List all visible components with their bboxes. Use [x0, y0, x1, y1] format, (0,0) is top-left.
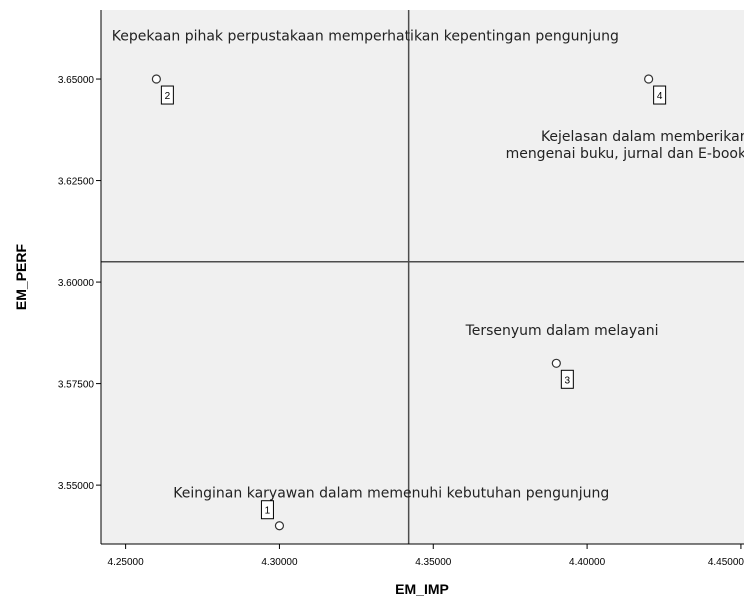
- point-id-box: [160, 85, 174, 105]
- annotation-label: Keinginan karyawan dalam memenuhi kebutu…: [173, 485, 609, 501]
- y-tick-label: 3.57500: [58, 380, 95, 391]
- annotation-label: mengenai buku, jurnal dan E-book yang ad…: [506, 146, 744, 162]
- x-tick-label: 4.35000: [415, 557, 452, 568]
- y-tick-label: 3.60000: [58, 278, 95, 289]
- point-id-box: [260, 500, 274, 520]
- x-tick-label: 4.40000: [569, 557, 606, 568]
- point-id-label: 4: [657, 91, 663, 102]
- annotation-label: Kepekaan pihak perpustakaan memperhatika…: [112, 28, 619, 44]
- annotation-label: Tersenyum dalam melayani: [465, 323, 659, 339]
- y-tick-label: 3.55000: [58, 481, 95, 492]
- point-id-box: [560, 369, 574, 389]
- y-tick-label: 3.65000: [58, 75, 95, 86]
- y-axis-title: EM_PERF: [13, 243, 29, 310]
- point-id-label: 2: [165, 91, 171, 102]
- data-point: [551, 358, 561, 368]
- point-id-label: 3: [565, 375, 571, 386]
- x-tick-label: 4.30000: [261, 557, 298, 568]
- data-point: [274, 521, 285, 531]
- plot-area: [101, 10, 744, 544]
- x-tick-label: 4.25000: [108, 557, 145, 568]
- annotation-label: Kejelasan dalam memberikan informasi: [541, 129, 744, 145]
- x-tick-label: 4.45000: [708, 557, 744, 568]
- point-id-box: [653, 85, 667, 105]
- point-id-label: 1: [265, 506, 271, 517]
- data-point: [151, 74, 161, 84]
- x-axis-title: EM_IMP: [395, 581, 449, 597]
- data-point: [644, 74, 654, 84]
- y-tick-label: 3.62500: [58, 177, 95, 188]
